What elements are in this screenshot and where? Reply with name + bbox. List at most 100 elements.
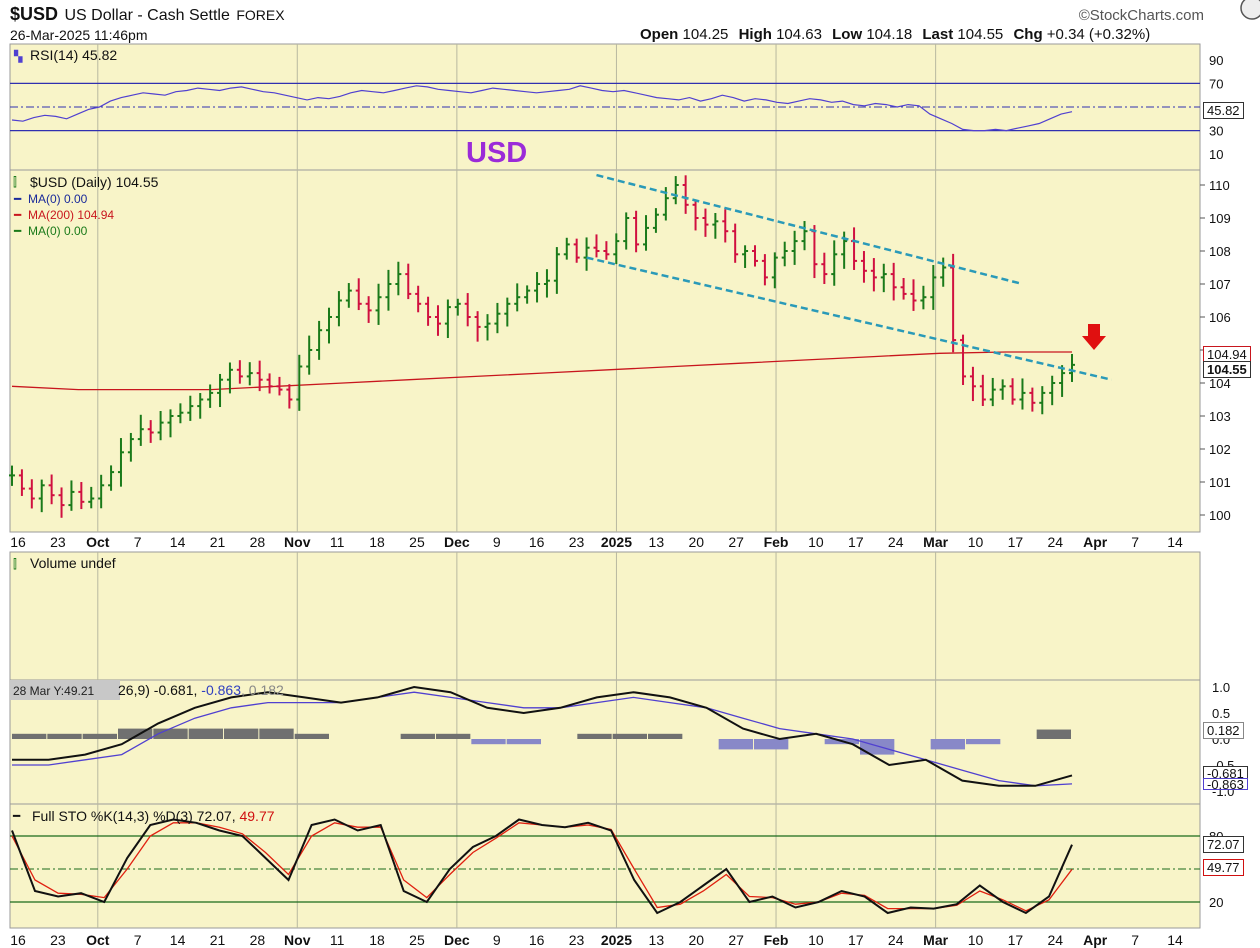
price-bar bbox=[88, 486, 95, 509]
ma3-label: MA(0) 0.00 bbox=[28, 224, 88, 238]
x-tick-label: 7 bbox=[134, 534, 142, 550]
price-bar bbox=[791, 230, 798, 265]
macd-hist-bar bbox=[400, 733, 435, 739]
price-bar bbox=[425, 296, 432, 326]
price-bar bbox=[1059, 365, 1066, 397]
price-bar bbox=[742, 245, 749, 268]
macd-hist-bar bbox=[259, 728, 294, 739]
macd-label: 26,9) -0.681, -0.863, 0.182 bbox=[118, 682, 284, 698]
price-panel bbox=[9, 169, 1201, 533]
volume-panel bbox=[9, 551, 1201, 681]
price-bar bbox=[672, 176, 679, 205]
price-bar bbox=[207, 384, 214, 408]
price-y-tick: 102 bbox=[1209, 442, 1231, 457]
x-tick-label: Dec bbox=[444, 932, 470, 948]
price-bar bbox=[890, 262, 897, 301]
x-tick-label: 17 bbox=[1008, 932, 1024, 948]
price-y-tick: 108 bbox=[1209, 244, 1231, 259]
sto-panel bbox=[9, 803, 1201, 929]
macd-hist-bar bbox=[966, 739, 1001, 745]
x-tick-label: 18 bbox=[369, 932, 385, 948]
price-bar bbox=[613, 233, 620, 265]
price-bar bbox=[246, 362, 253, 386]
x-tick-label: 24 bbox=[1048, 932, 1064, 948]
price-bar bbox=[900, 277, 907, 300]
price-bar bbox=[375, 283, 382, 325]
macd-y-tick: 1.0 bbox=[1212, 680, 1230, 695]
rsi-chart bbox=[10, 82, 1200, 132]
x-axis: 16 16 23 23 Oct Oct 7 7 14 14 21 21 28 28 Nov Nov 11 11 18… bbox=[10, 534, 1183, 948]
chg-label: Chg bbox=[1013, 26, 1043, 43]
exchange-name: FOREX bbox=[236, 7, 285, 23]
price-bar bbox=[969, 366, 976, 402]
x-tick-label: Oct bbox=[86, 534, 110, 550]
price-bar bbox=[137, 414, 144, 446]
macd-hist-bar bbox=[506, 739, 541, 745]
macd-hist-bar bbox=[718, 739, 753, 750]
price-bar bbox=[266, 373, 273, 394]
x-tick-label: 20 bbox=[688, 534, 704, 550]
price-bar bbox=[365, 296, 372, 323]
price-bar bbox=[335, 291, 342, 327]
x-tick-label: Dec bbox=[444, 534, 470, 550]
price-bar bbox=[524, 285, 531, 304]
x-tick-label: 7 bbox=[134, 932, 142, 948]
rsi-value-box: 45.82 bbox=[1203, 102, 1244, 119]
x-tick-label: 14 bbox=[1167, 932, 1183, 948]
price-bar bbox=[187, 395, 194, 421]
price-bar bbox=[692, 199, 699, 231]
sto-d-box: 49.77 bbox=[1203, 859, 1244, 876]
x-tick-label: 24 bbox=[888, 932, 904, 948]
x-tick-label: 23 bbox=[50, 534, 66, 550]
x-tick-label: 2025 bbox=[601, 534, 632, 550]
price-bar bbox=[930, 265, 937, 310]
last-label: Last bbox=[922, 26, 954, 43]
price-bar bbox=[831, 240, 838, 286]
price-bar bbox=[58, 487, 65, 518]
price-bar bbox=[494, 302, 501, 334]
x-tick-label: 17 bbox=[1008, 534, 1024, 550]
price-bar bbox=[474, 311, 481, 342]
price-bar bbox=[583, 237, 590, 271]
chart-header: $USD US Dollar - Cash Settle FOREX bbox=[10, 4, 285, 25]
down-arrow-icon bbox=[1082, 324, 1106, 350]
open-label: Open bbox=[640, 26, 679, 43]
price-bar bbox=[514, 283, 521, 312]
price-bar bbox=[326, 307, 333, 344]
ma200-value-box: 104.94 bbox=[1203, 346, 1251, 363]
price-bar bbox=[712, 213, 719, 239]
chg-value: +0.34 (+0.32%) bbox=[1046, 26, 1151, 43]
price-bar bbox=[256, 360, 263, 392]
x-tick-label: 21 bbox=[210, 534, 226, 550]
price-y-tick: 100 bbox=[1209, 508, 1231, 523]
rsi-y-tick: 10 bbox=[1209, 147, 1223, 162]
price-bar bbox=[880, 263, 887, 293]
price-bar bbox=[157, 410, 164, 441]
x-tick-label: 28 bbox=[250, 932, 266, 948]
brand-logo[interactable]: ©StockCharts.com bbox=[1079, 7, 1204, 24]
ohlc-summary: Open 104.25 High 104.63 Low 104.18 Last … bbox=[640, 26, 1150, 43]
price-bar bbox=[415, 285, 422, 313]
price-bar bbox=[48, 474, 55, 505]
macd-hist-bar bbox=[294, 733, 329, 739]
macd-hist-box: 0.182 bbox=[1203, 722, 1244, 739]
rsi-y-tick: 70 bbox=[1209, 76, 1223, 91]
x-tick-label: 23 bbox=[569, 534, 585, 550]
sto-k-line bbox=[11, 818, 1073, 915]
price-bar bbox=[979, 374, 986, 406]
price-bar bbox=[573, 238, 580, 263]
price-bar bbox=[771, 252, 778, 289]
high-label: High bbox=[738, 26, 772, 43]
sto-label-main: Full STO %K(14,3) %D(3) 72.07, bbox=[32, 808, 239, 824]
price-bar bbox=[821, 252, 828, 284]
price-bar bbox=[9, 465, 15, 486]
price-bar bbox=[28, 479, 35, 509]
macd-hist-bar bbox=[12, 733, 47, 739]
price-bar bbox=[751, 245, 758, 267]
price-bar bbox=[306, 335, 313, 375]
ticker-symbol: $USD bbox=[10, 4, 59, 24]
price-bar bbox=[18, 469, 25, 496]
settings-corner-icon[interactable] bbox=[1240, 0, 1260, 20]
x-tick-label: 20 bbox=[688, 932, 704, 948]
